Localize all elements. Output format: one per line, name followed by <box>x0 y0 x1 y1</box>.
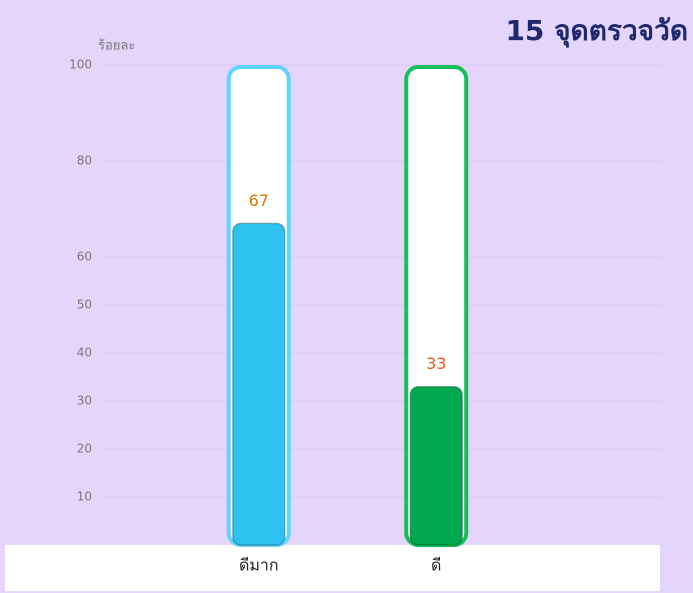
y-tick-label: 10 <box>77 490 92 504</box>
x-tick-label: ดี <box>431 556 441 575</box>
chart-title: 15 จุดตรวจวัด <box>505 14 688 48</box>
data-label: 33 <box>426 354 446 373</box>
y-tick-label: 60 <box>77 250 92 264</box>
y-axis-label: ร้อยละ <box>98 39 135 54</box>
x-tick-label: ดีมาก <box>239 556 279 575</box>
y-tick-label: 80 <box>77 154 92 168</box>
y-tick-label: 100 <box>69 58 92 72</box>
bar <box>409 385 463 546</box>
bar <box>232 222 286 546</box>
data-label: 67 <box>249 191 269 210</box>
y-tick-label: 50 <box>77 298 92 312</box>
y-tick-label: 30 <box>77 394 92 408</box>
y-tick-label: 40 <box>77 346 92 360</box>
y-tick-label: 20 <box>77 442 92 456</box>
x-axis-strip <box>5 545 660 591</box>
